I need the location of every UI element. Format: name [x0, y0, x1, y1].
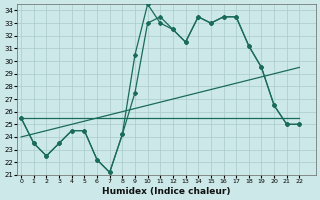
X-axis label: Humidex (Indice chaleur): Humidex (Indice chaleur)	[102, 187, 231, 196]
